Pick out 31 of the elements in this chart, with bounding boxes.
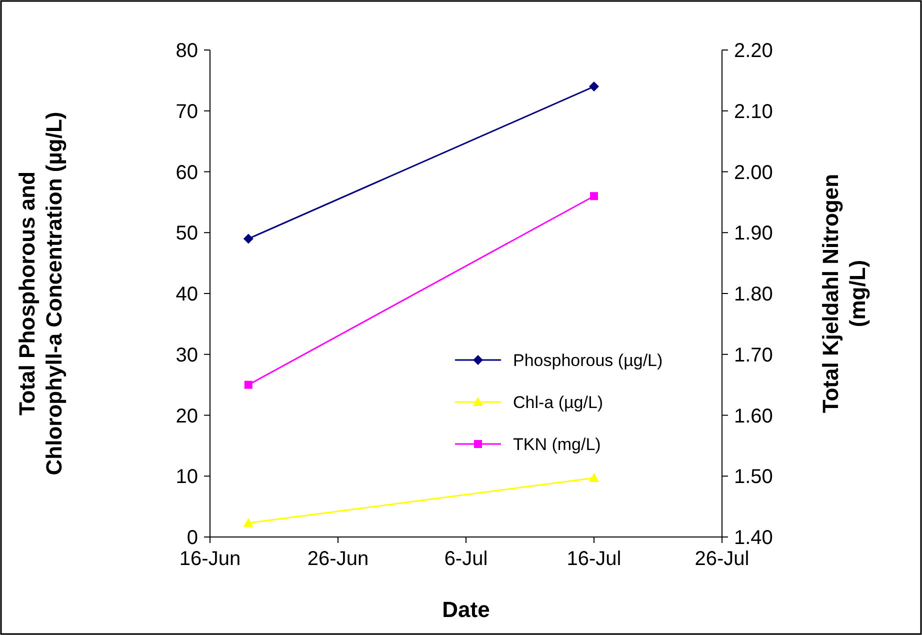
y2-tick-label: 2.10 <box>734 100 773 123</box>
point <box>589 82 599 92</box>
x-tick-label: 26-Jun <box>307 548 369 570</box>
y2-tick-label: 1.60 <box>734 405 773 428</box>
x-tick-label: 6-Jul <box>444 548 488 570</box>
legend-label: Phosphorous (µg/L) <box>513 351 663 370</box>
y2-tick-label: 2.00 <box>734 162 773 184</box>
y-tick-label: 20 <box>176 405 198 428</box>
x-tick-label: 16-Jul <box>566 548 622 570</box>
y2-tick-label: 1.70 <box>734 344 773 366</box>
y2-axis-title: Total Kjeldahl Nitrogen (mg/L) <box>818 174 870 414</box>
y-tick-label: 80 <box>176 40 198 62</box>
y2-tick-label: 1.90 <box>734 222 773 245</box>
y-tick-label: 0 <box>186 527 198 549</box>
y-tick-label: 40 <box>176 284 198 306</box>
y2-tick-label: 1.50 <box>734 466 773 488</box>
x-tick-label: 26-Jul <box>694 548 750 570</box>
x-tick-label: 16-Jun <box>179 548 241 570</box>
y-tick-label: 10 <box>176 466 198 488</box>
y-axis-title: Total Phosphorous and Chlorophyll-a Concentration (µg/L) <box>14 112 66 476</box>
y-tick-label: 60 <box>176 162 198 184</box>
legend-label: Chl-a (µg/L) <box>513 393 604 412</box>
y-tick-label: 70 <box>176 100 198 123</box>
y-tick-label: 30 <box>176 344 198 366</box>
y-tick-label: 50 <box>176 222 198 245</box>
legend-label: TKN (mg/L) <box>513 435 601 454</box>
point <box>243 234 254 244</box>
x-axis-title: Date <box>442 597 490 622</box>
y2-tick-label: 1.80 <box>734 284 773 306</box>
y2-tick-label: 1.40 <box>734 527 773 549</box>
y2-tick-label: 2.20 <box>734 40 773 62</box>
